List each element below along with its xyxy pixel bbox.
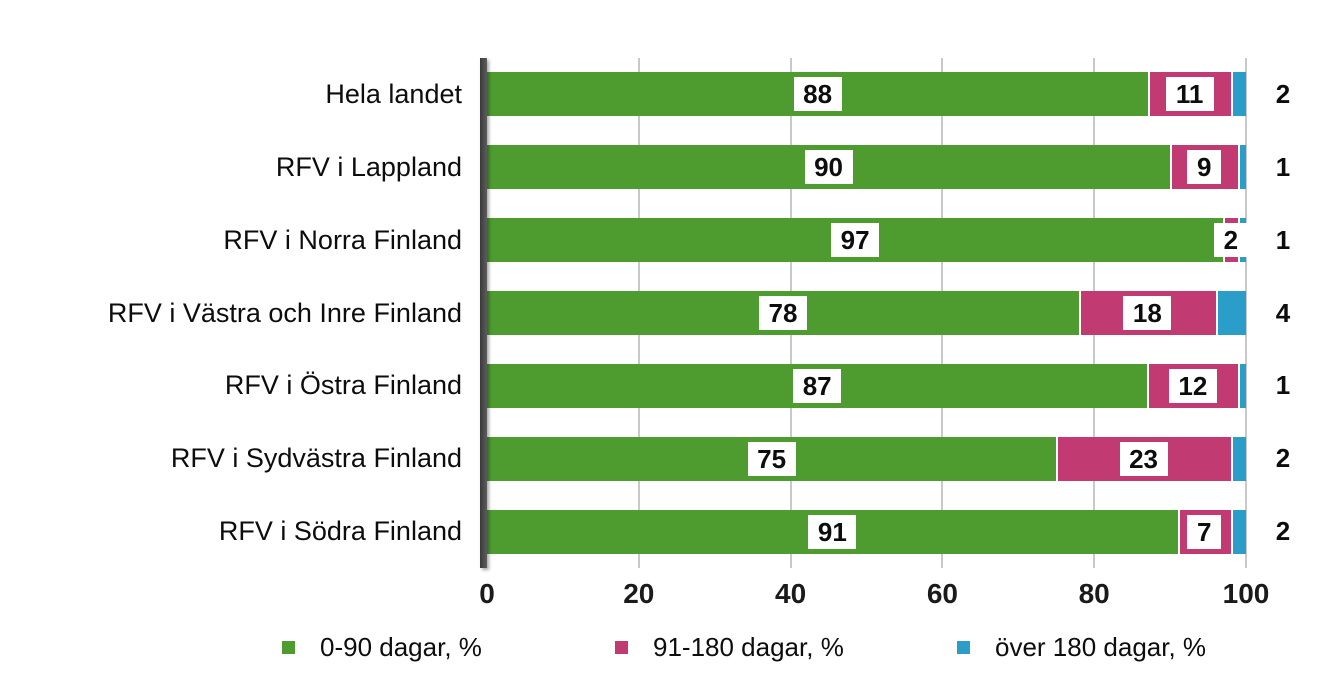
category-label: RFV i Östra Finland bbox=[224, 370, 462, 401]
x-tick-label: 100 bbox=[1222, 578, 1270, 609]
gridline-100 bbox=[1245, 58, 1247, 568]
data-label-outside: 2 bbox=[1275, 78, 1291, 109]
legend-label: över 180 dagar, % bbox=[995, 631, 1207, 662]
bar-segment-blue bbox=[1230, 509, 1246, 554]
category-label: RFV i Södra Finland bbox=[218, 516, 462, 547]
data-label: 12 bbox=[1168, 368, 1217, 403]
legend-item-over-180-dagar: över 180 dagar, % bbox=[957, 632, 1206, 662]
data-label-outside: 2 bbox=[1275, 516, 1291, 547]
data-label: 7 bbox=[1187, 514, 1222, 549]
data-label: 18 bbox=[1123, 296, 1172, 330]
bar-segment-blue bbox=[1230, 436, 1246, 481]
legend-marker-green bbox=[282, 640, 295, 654]
x-tick-label: 60 bbox=[926, 578, 958, 609]
data-label: 97 bbox=[831, 223, 880, 258]
data-label: 90 bbox=[804, 150, 853, 185]
x-tick-label: 0 bbox=[479, 578, 495, 609]
data-label: 91 bbox=[808, 514, 857, 549]
data-label: 87 bbox=[793, 368, 842, 403]
data-label: 75 bbox=[747, 441, 796, 476]
category-label: RFV i Norra Finland bbox=[223, 224, 462, 255]
category-label: Hela landet bbox=[325, 78, 462, 109]
data-label: 78 bbox=[759, 296, 807, 330]
data-label-outside: 1 bbox=[1275, 151, 1291, 182]
bar-segment-blue bbox=[1238, 363, 1246, 408]
data-label: 2 bbox=[1213, 223, 1248, 258]
category-label: RFV i Sydvästra Finland bbox=[170, 443, 462, 474]
bar-segment-blue bbox=[1215, 291, 1246, 335]
legend-marker-blue bbox=[957, 640, 970, 654]
bar-segment-blue bbox=[1238, 145, 1246, 190]
data-label: 9 bbox=[1187, 150, 1222, 185]
y-axis-line bbox=[480, 58, 487, 568]
legend-item-91-180-dagar: 91-180 dagar, % bbox=[615, 632, 844, 662]
data-label-outside: 4 bbox=[1275, 297, 1291, 328]
data-label: 88 bbox=[793, 77, 842, 112]
data-label-outside: 1 bbox=[1275, 224, 1291, 255]
data-label: 11 bbox=[1165, 77, 1214, 112]
bar-segment-blue bbox=[1230, 72, 1246, 117]
x-tick-label: 20 bbox=[623, 578, 655, 609]
data-label-outside: 2 bbox=[1275, 443, 1291, 474]
data-label-outside: 1 bbox=[1275, 370, 1291, 401]
legend-label: 91-180 dagar, % bbox=[653, 631, 844, 662]
data-label: 23 bbox=[1119, 441, 1168, 476]
legend-item-0-90-dagar: 0-90 dagar, % bbox=[282, 632, 482, 662]
x-tick-label: 40 bbox=[775, 578, 807, 609]
legend-marker-pink bbox=[615, 640, 628, 654]
category-label: RFV i Lappland bbox=[275, 151, 462, 182]
category-label: RFV i Västra och Inre Finland bbox=[107, 297, 462, 328]
x-tick-label: 80 bbox=[1078, 578, 1110, 609]
legend-label: 0-90 dagar, % bbox=[320, 631, 482, 662]
